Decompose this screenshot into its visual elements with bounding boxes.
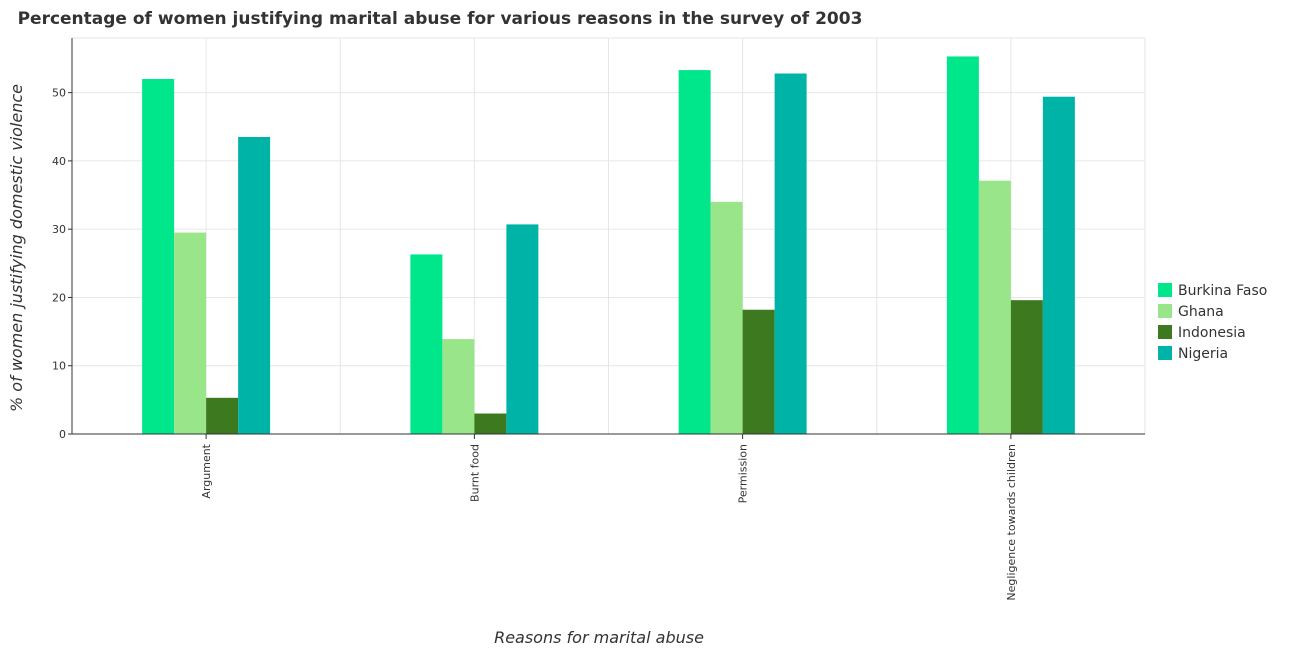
bars: [142, 56, 1075, 435]
bar: [238, 137, 271, 434]
bar: [678, 70, 711, 434]
x-tick-label: Argument: [200, 443, 213, 498]
x-tick-label: Negligence towards children: [1005, 444, 1018, 601]
y-tick-label: 30: [52, 223, 66, 236]
y-tick-label: 0: [59, 428, 66, 441]
bar: [206, 397, 239, 434]
legend-label: Ghana: [1178, 304, 1224, 320]
chart-title: Percentage of women justifying marital a…: [18, 9, 863, 29]
legend: Burkina Faso Ghana Indonesia Nigeria: [1158, 283, 1267, 362]
y-tick-label: 40: [52, 155, 66, 168]
legend-swatch: [1158, 346, 1172, 360]
bar: [710, 201, 743, 434]
bar: [442, 339, 475, 434]
y-tick-label: 20: [52, 291, 66, 304]
legend-label: Nigeria: [1178, 346, 1228, 362]
legend-swatch: [1158, 283, 1172, 297]
bar: [506, 224, 539, 434]
x-tick-label: Burnt food: [468, 444, 481, 502]
bar: [946, 56, 979, 435]
bar: [742, 309, 775, 434]
y-tick-label: 50: [52, 87, 66, 100]
bar: [1010, 300, 1043, 434]
legend-label: Indonesia: [1178, 325, 1246, 341]
legend-swatch: [1158, 304, 1172, 318]
axes: 0 10 20 30 40 50 Argument Burnt food Permission N…: [52, 38, 1145, 601]
bar: [174, 232, 207, 434]
bar: [142, 78, 175, 434]
bar: [474, 413, 507, 434]
bar: [410, 254, 443, 434]
bar: [1042, 96, 1075, 435]
y-axis-label: % of women justifying domestic violence: [7, 84, 26, 412]
x-axis-label: Reasons for marital abuse: [494, 628, 704, 647]
legend-swatch: [1158, 325, 1172, 339]
bar: [774, 73, 807, 434]
y-tick-label: 10: [52, 360, 66, 373]
bar: [978, 180, 1011, 434]
legend-label: Burkina Faso: [1178, 283, 1267, 299]
x-tick-label: Permission: [737, 444, 750, 503]
